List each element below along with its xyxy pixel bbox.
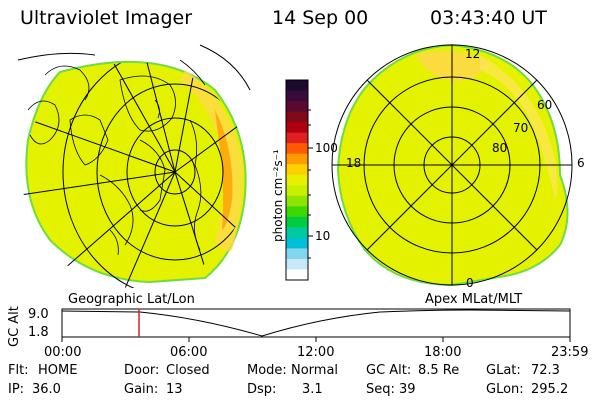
geographic-image	[17, 44, 251, 288]
altitude-xtick-1800: 18:00	[424, 345, 462, 360]
colorbar-cell	[286, 227, 308, 239]
seq-label: Seq:	[366, 382, 395, 397]
colorbar	[285, 79, 313, 281]
colorbar-cell	[286, 195, 308, 207]
colorbar-cell	[286, 185, 308, 197]
polar-label-6: 6	[577, 156, 585, 170]
colorbar-cell	[286, 164, 308, 176]
colorbar-cell	[286, 206, 308, 218]
polar-label-18: 18	[346, 156, 362, 170]
colorbar-cell	[286, 153, 308, 165]
colorbar-cell	[286, 258, 308, 270]
door-label: Door:	[124, 363, 160, 378]
dsp-value: 3.1	[302, 382, 323, 397]
altitude-xtick-2359: 23:59	[551, 345, 589, 360]
gcalt-label: GC Alt:	[366, 363, 412, 378]
flt-value: HOME	[38, 363, 78, 378]
polar-label-12: 12	[465, 47, 481, 61]
colorbar-cell	[286, 132, 308, 144]
dsp-label: Dsp:	[247, 382, 277, 397]
geographic-caption: Geographic Lat/Lon	[68, 292, 195, 307]
mode-label: Mode:	[247, 363, 287, 378]
ip-value: 36.0	[32, 382, 61, 397]
altitude-plot	[61, 308, 571, 342]
glat-value: 72.3	[531, 363, 560, 378]
altitude-ytick-1-8: 1.8	[28, 325, 49, 340]
glon-label: GLon:	[486, 382, 524, 397]
gain-label: Gain:	[124, 382, 159, 397]
time-label: 03:43:40 UT	[430, 7, 547, 29]
colorbar-cell	[286, 237, 308, 249]
colorbar-cell	[286, 101, 308, 113]
altitude-xtick-1200: 12:00	[297, 345, 335, 360]
gcalt-value: 8.5 Re	[418, 363, 460, 378]
ip-label: IP:	[8, 382, 25, 397]
apex-caption: Apex MLat/MLT	[425, 292, 523, 307]
altitude-xtick-0000: 00:00	[44, 345, 82, 360]
colorbar-unit-label: photon cm⁻²s⁻¹	[271, 149, 285, 242]
colorbar-cell	[286, 90, 308, 102]
altitude-xtick-0600: 06:00	[170, 345, 208, 360]
flt-label: Flt:	[8, 363, 29, 378]
colorbar-cell	[286, 111, 308, 123]
mode-value: Normal	[291, 363, 339, 378]
date-label: 14 Sep 00	[272, 7, 369, 29]
instrument-title: Ultraviolet Imager	[20, 7, 193, 29]
colorbar-cell	[286, 143, 308, 155]
seq-value: 39	[399, 382, 416, 397]
glat-label: GLat:	[486, 363, 521, 378]
glon-value: 295.2	[531, 382, 569, 397]
gain-value: 13	[166, 382, 183, 397]
polar-image	[331, 43, 573, 287]
polar-label-60: 60	[537, 98, 553, 112]
colorbar-cell	[286, 248, 308, 260]
colorbar-cell	[286, 216, 308, 228]
altitude-ytick-9: 9.0	[28, 307, 49, 322]
colorbar-cell	[286, 174, 308, 186]
colorbar-cell	[286, 122, 308, 134]
polar-label-70: 70	[513, 121, 529, 135]
colorbar-tick-10: 10	[315, 229, 331, 243]
door-value: Closed	[166, 363, 210, 378]
altitude-ylabel: GC Alt	[7, 306, 22, 347]
colorbar-cell	[286, 80, 308, 92]
polar-label-0: 0	[466, 276, 474, 290]
colorbar-tick-100: 100	[315, 141, 338, 155]
polar-label-80: 80	[492, 141, 508, 155]
colorbar-cell	[286, 269, 308, 281]
